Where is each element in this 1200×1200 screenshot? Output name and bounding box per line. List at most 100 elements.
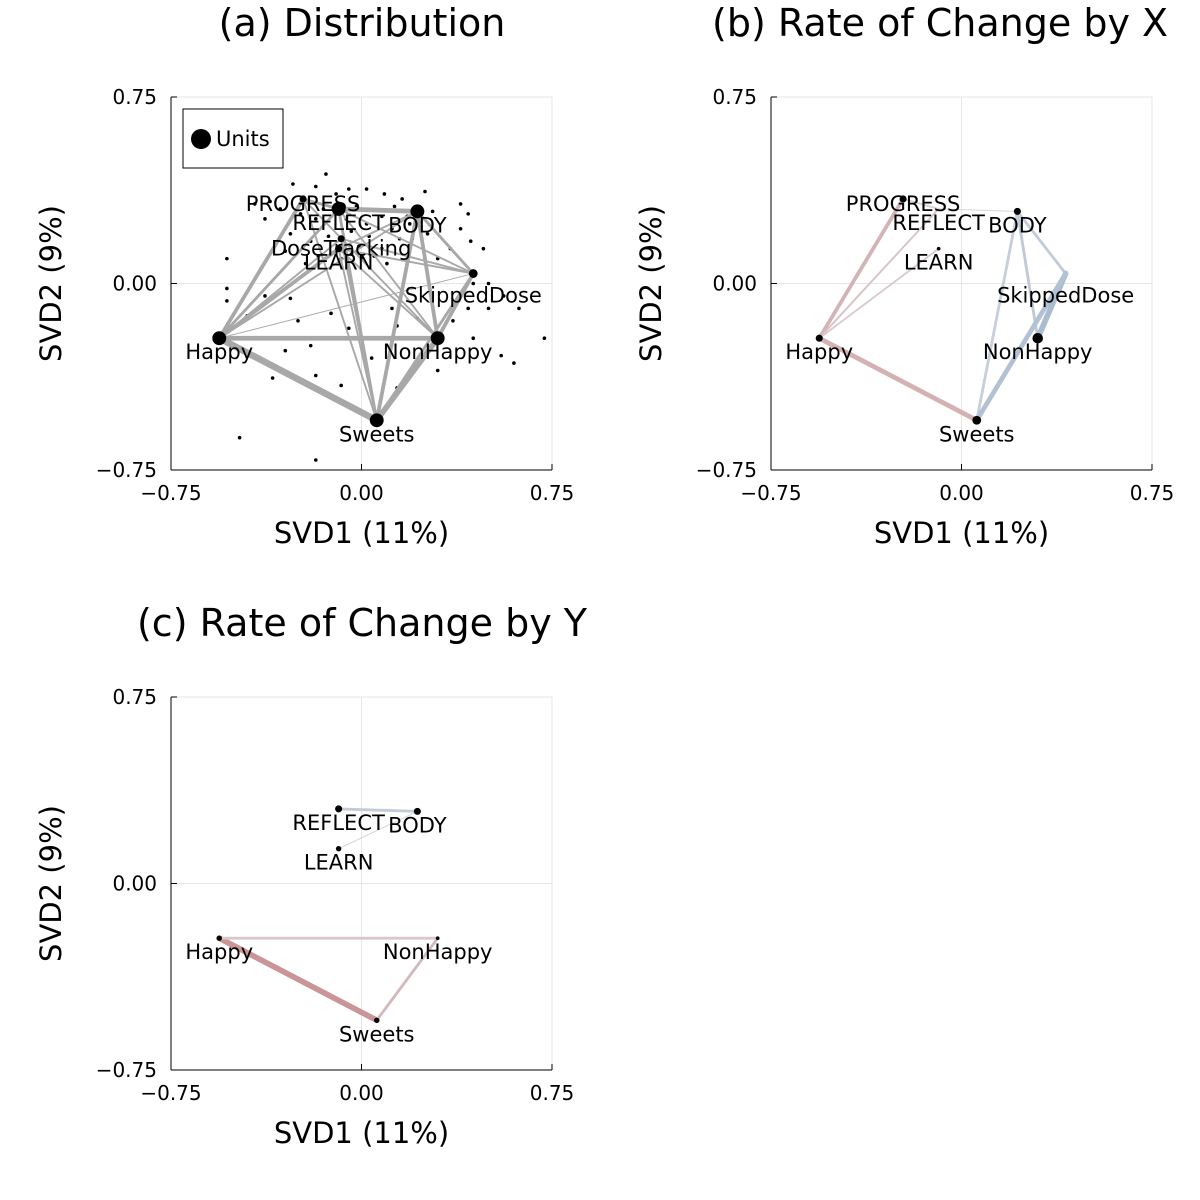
plot-area <box>216 805 440 1024</box>
edge-progress-reflect <box>902 198 940 210</box>
unit-point <box>313 217 318 221</box>
chart-title: (b) Rate of Change by X <box>712 1 1168 45</box>
unit-point <box>321 207 326 211</box>
unit-point <box>542 336 547 341</box>
unit-point <box>263 294 267 298</box>
unit-point <box>339 383 343 388</box>
y-axis-label: SVD2 (9%) <box>34 805 68 962</box>
node-learn <box>335 845 342 852</box>
edge-dosetracking-skippeddose <box>340 237 475 275</box>
node-progress <box>299 195 307 203</box>
unit-point <box>303 261 308 266</box>
edge-dosetracking-sweets <box>340 237 378 422</box>
unit-point <box>364 187 369 191</box>
node-label-body: BODY <box>988 213 1047 237</box>
edge-happy-reflect <box>818 207 940 340</box>
unit-point <box>283 348 288 353</box>
unit-point <box>225 286 229 291</box>
node-reflect <box>331 201 346 216</box>
edge-reflect-body <box>336 206 420 214</box>
node-happy <box>212 331 227 346</box>
node-label-progress: PROGRESS <box>246 192 361 216</box>
edge-progress-nonhappy <box>302 198 439 340</box>
unit-point <box>268 199 272 204</box>
legend-entry: Units <box>216 127 270 151</box>
unit-point <box>347 187 351 191</box>
unit-point <box>458 226 463 231</box>
node-label-happy: Happy <box>185 940 253 964</box>
unit-point <box>347 326 351 331</box>
unit-point <box>326 234 331 239</box>
edge-body-skippeddose <box>1015 209 1068 275</box>
unit-point <box>392 204 397 209</box>
edge-reflect-body <box>337 807 419 813</box>
edge-happy-skippeddose <box>218 273 474 339</box>
unit-point <box>425 231 430 236</box>
node-label-body: BODY <box>388 213 447 237</box>
x-tick-label: −0.75 <box>140 481 201 505</box>
node-label-happy: Happy <box>185 340 253 364</box>
x-tick-label: 0.00 <box>939 481 984 505</box>
chart-title: (a) Distribution <box>219 1 506 45</box>
unit-point <box>400 197 404 201</box>
y-tick-label: −0.75 <box>696 458 757 482</box>
node-sweets <box>972 415 982 425</box>
unit-point <box>430 209 435 214</box>
unit-point <box>334 192 338 196</box>
node-reflect <box>335 805 343 813</box>
unit-point <box>329 311 333 316</box>
unit-point <box>471 336 476 341</box>
node-label-reflect: REFLECT <box>292 811 385 835</box>
unit-point <box>481 246 486 251</box>
unit-point <box>458 202 463 206</box>
edge-reflect-nonhappy <box>337 207 439 340</box>
unit-point <box>451 319 455 323</box>
plot-area <box>815 195 1069 425</box>
unit-point <box>486 306 491 311</box>
y-axis-label: SVD2 (9%) <box>34 205 68 362</box>
legend-marker <box>191 129 211 149</box>
unit-point <box>308 343 313 348</box>
x-tick-label: 0.75 <box>530 1081 575 1105</box>
unit-point <box>466 306 470 311</box>
edge-skippeddose-sweets <box>375 272 475 422</box>
unit-point <box>390 306 394 311</box>
x-tick-label: 0.00 <box>339 1081 384 1105</box>
edge-body-sweets <box>975 209 1019 422</box>
unit-point <box>382 192 387 196</box>
node-label-nonhappy: NonHappy <box>383 940 493 964</box>
x-tick-label: −0.75 <box>140 1081 201 1105</box>
edge-body-nonhappy <box>1015 209 1040 340</box>
edge-learn-nonhappy <box>337 247 439 340</box>
unit-point <box>237 435 242 440</box>
node-body <box>1013 207 1021 215</box>
unit-point <box>435 368 440 373</box>
node-learn <box>936 246 941 251</box>
node-label-happy: Happy <box>785 340 853 364</box>
node-label-sweets: Sweets <box>339 1022 415 1046</box>
node-label-skippeddose: SkippedDose <box>405 284 542 308</box>
panel-a: −0.75 0.00 0.75 −0.75 0.00 0.75 (a) Distributi… <box>34 1 574 550</box>
edge-body-skippeddose <box>415 209 475 275</box>
node-label-learn: LEARN <box>904 251 974 275</box>
legend-box <box>182 108 284 169</box>
node-label-sweets: Sweets <box>939 422 1015 446</box>
y-tick-label: 0.00 <box>712 272 757 296</box>
unit-point <box>471 281 476 286</box>
unit-point <box>324 172 328 176</box>
x-tick-label: 0.75 <box>530 481 575 505</box>
node-nonhappy <box>435 936 440 941</box>
x-axis-label: SVD1 (11%) <box>274 1116 449 1150</box>
edge-progress-sweets <box>302 198 378 422</box>
x-tick-label: −0.75 <box>740 481 801 505</box>
edge-happy-sweets <box>216 935 380 1024</box>
edge-nonhappy-sweets <box>375 936 440 1022</box>
unit-point <box>270 376 275 380</box>
unit-point <box>517 306 521 311</box>
x-axis-label: SVD1 (11%) <box>874 516 1049 550</box>
y-tick-label: 0.75 <box>112 685 157 709</box>
legend: Units <box>182 108 284 169</box>
panel-c: −0.75 0.00 0.75 −0.75 0.00 0.75 (c) Rate of Ch… <box>34 601 588 1150</box>
node-nonhappy <box>430 331 445 346</box>
unit-point <box>263 217 267 221</box>
